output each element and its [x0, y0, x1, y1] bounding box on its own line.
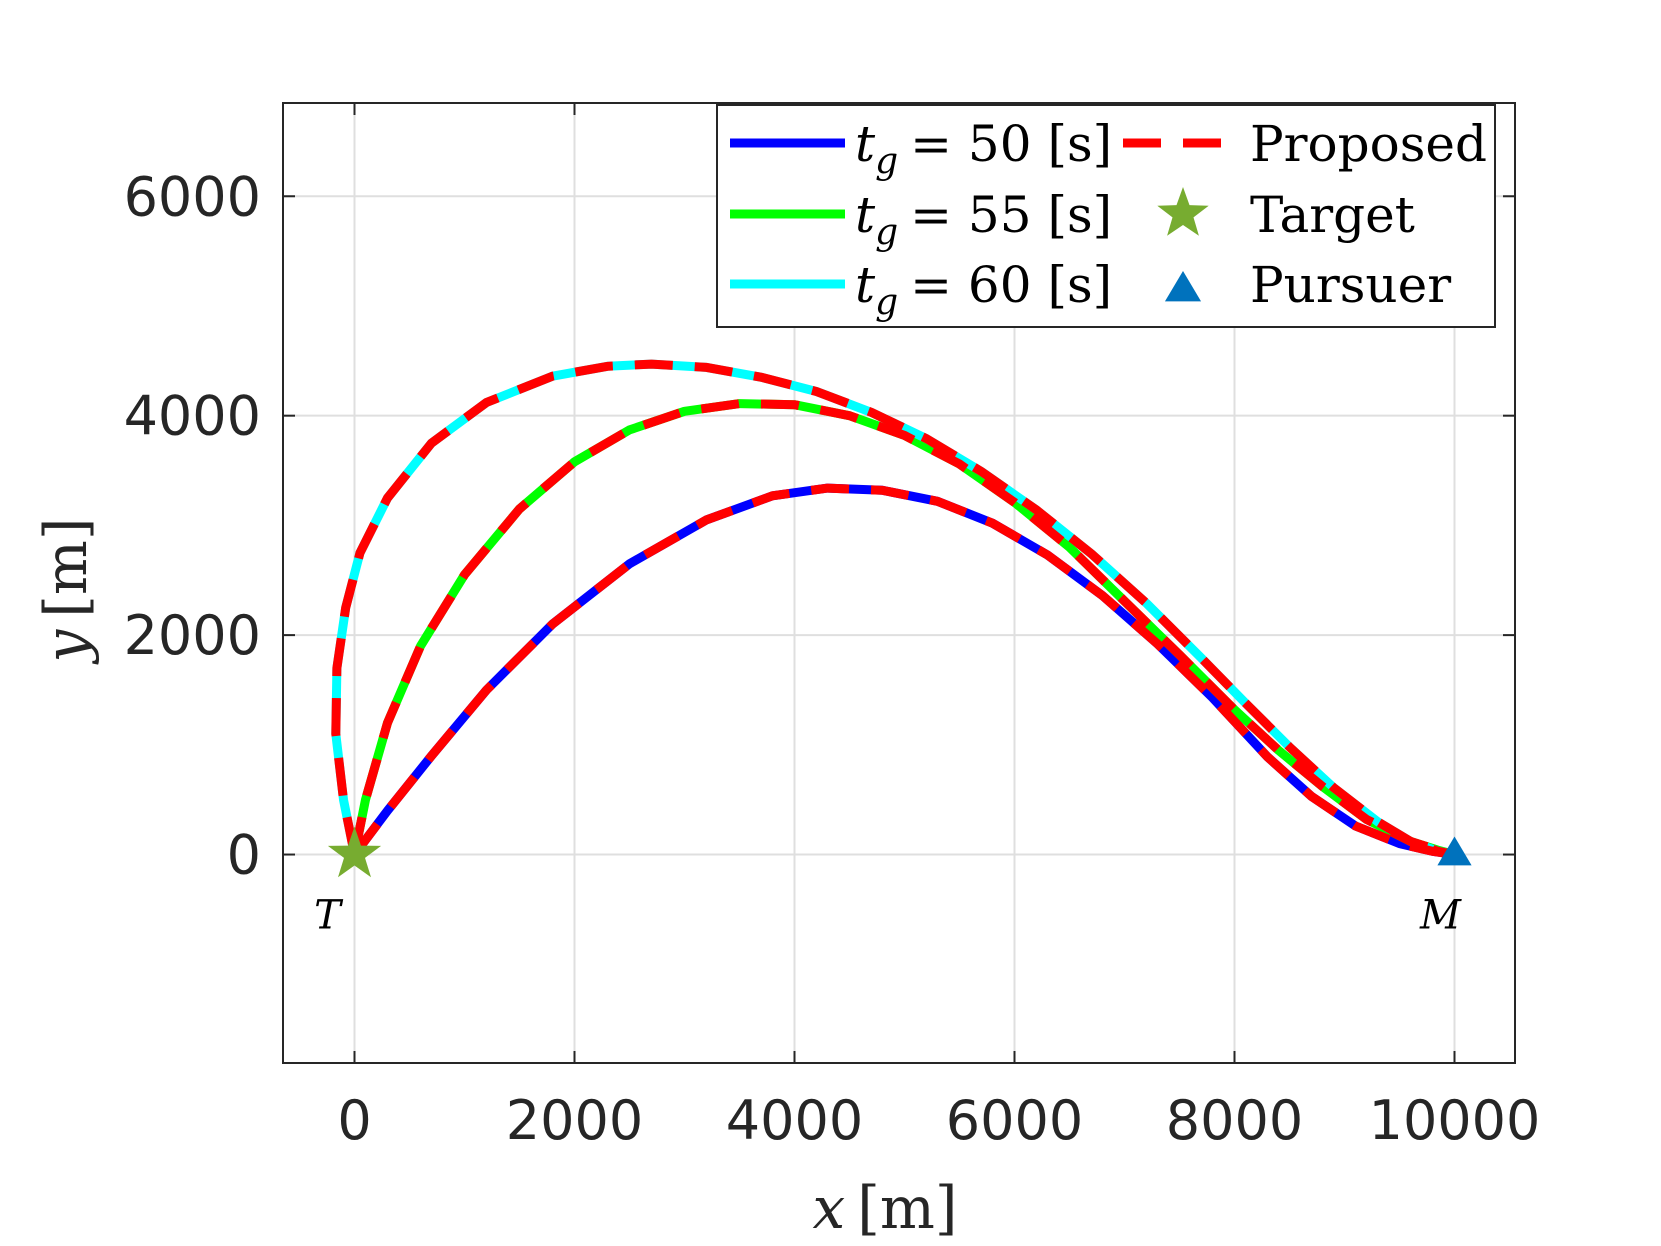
legend: tg = 50 [s] tg = 55 [s] tg = 60 [s] Propose… — [716, 104, 1496, 328]
y-tick-label: 6000 — [124, 165, 261, 228]
x-tick-label: 2000 — [506, 1089, 643, 1152]
series-line-tg50 — [350, 483, 1459, 859]
proposed-line-tg60 — [331, 359, 1456, 859]
plot-border — [282, 102, 1516, 1064]
x-axis-var: x — [813, 1174, 846, 1242]
legend-label-tg60: tg = 60 [s] — [855, 256, 1112, 323]
legend-label-proposed: Proposed — [1250, 115, 1487, 173]
marker-target — [327, 826, 382, 878]
proposed-line-tg50 — [350, 483, 1456, 859]
point-label-target: T — [314, 893, 344, 939]
legend-label-tg50: tg = 50 [s] — [855, 115, 1112, 182]
x-tick-label: 4000 — [726, 1089, 863, 1152]
y-axis-var: y — [32, 629, 100, 666]
marker-pursuer — [1437, 836, 1472, 866]
x-tick-label: 8000 — [1166, 1089, 1303, 1152]
proposed-line-tg55 — [350, 399, 1456, 859]
y-tick-label: 0 — [227, 824, 261, 887]
point-label-pursuer: M — [1419, 893, 1462, 939]
legend-marker-pursuer — [1164, 271, 1202, 302]
legend-label-target: Target — [1250, 186, 1415, 244]
series-line-tg55 — [350, 399, 1459, 859]
y-tick-label: 4000 — [124, 385, 261, 448]
legend-label-tg55: tg = 55 [s] — [855, 186, 1112, 253]
series-layer — [331, 359, 1459, 859]
x-tick-label: 6000 — [946, 1089, 1083, 1152]
y-axis-unit: [m] — [32, 517, 100, 617]
y-tick-label: 2000 — [124, 604, 261, 667]
x-tick-label: 10000 — [1369, 1089, 1541, 1152]
series-line-tg60 — [331, 359, 1459, 859]
y-axis-label: y [m] — [32, 517, 100, 665]
legend-box — [716, 104, 1496, 328]
x-tick-label: 0 — [337, 1089, 371, 1152]
x-axis-unit: [m] — [857, 1174, 957, 1242]
legend-label-pursuer: Pursuer — [1250, 256, 1451, 314]
x-axis-label: x [m] — [813, 1174, 958, 1242]
legend-marker-target — [1157, 187, 1209, 236]
tick-labels: 0 2000 4000 6000 8000 10000 0 2000 4000 6000 — [124, 165, 1541, 1152]
